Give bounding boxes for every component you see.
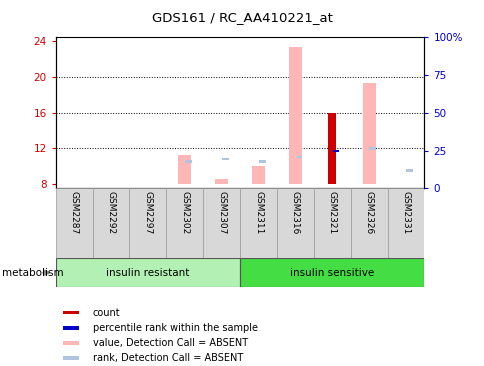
Text: GSM2302: GSM2302: [180, 191, 189, 235]
Bar: [240, 188, 276, 258]
Text: GDS161 / RC_AA410221_at: GDS161 / RC_AA410221_at: [152, 11, 332, 24]
Bar: [252, 166, 264, 184]
Bar: [406, 169, 412, 172]
Text: GSM2287: GSM2287: [70, 191, 78, 235]
Text: GSM2311: GSM2311: [254, 191, 262, 235]
Bar: [178, 154, 191, 184]
Text: insulin sensitive: insulin sensitive: [289, 268, 374, 278]
Bar: [276, 188, 313, 258]
Bar: [185, 160, 191, 163]
Bar: [63, 356, 79, 360]
Text: GSM2321: GSM2321: [327, 191, 336, 235]
Text: GSM2331: GSM2331: [401, 191, 409, 235]
Text: value, Detection Call = ABSENT: value, Detection Call = ABSENT: [92, 338, 247, 348]
Bar: [222, 158, 228, 160]
Bar: [63, 311, 79, 314]
Text: insulin resistant: insulin resistant: [106, 268, 189, 278]
Bar: [215, 179, 227, 184]
Text: GSM2292: GSM2292: [106, 191, 115, 234]
Bar: [362, 83, 375, 184]
Text: GSM2297: GSM2297: [143, 191, 152, 235]
Bar: [92, 188, 129, 258]
Bar: [63, 326, 79, 329]
Bar: [56, 258, 240, 287]
Bar: [387, 188, 424, 258]
Bar: [350, 188, 387, 258]
Bar: [258, 160, 265, 163]
Bar: [240, 258, 424, 287]
Text: percentile rank within the sample: percentile rank within the sample: [92, 323, 257, 333]
Bar: [369, 147, 375, 150]
Text: GSM2316: GSM2316: [290, 191, 299, 235]
Bar: [288, 47, 301, 184]
Bar: [56, 188, 92, 258]
Bar: [166, 188, 203, 258]
Bar: [295, 156, 302, 158]
Text: count: count: [92, 308, 120, 318]
Bar: [63, 341, 79, 345]
Text: GSM2326: GSM2326: [364, 191, 373, 235]
Bar: [328, 113, 335, 184]
Bar: [313, 188, 350, 258]
Bar: [332, 150, 338, 152]
Text: rank, Detection Call = ABSENT: rank, Detection Call = ABSENT: [92, 353, 242, 363]
Text: GSM2307: GSM2307: [217, 191, 226, 235]
Bar: [129, 188, 166, 258]
Text: metabolism: metabolism: [2, 268, 64, 278]
Bar: [203, 188, 240, 258]
